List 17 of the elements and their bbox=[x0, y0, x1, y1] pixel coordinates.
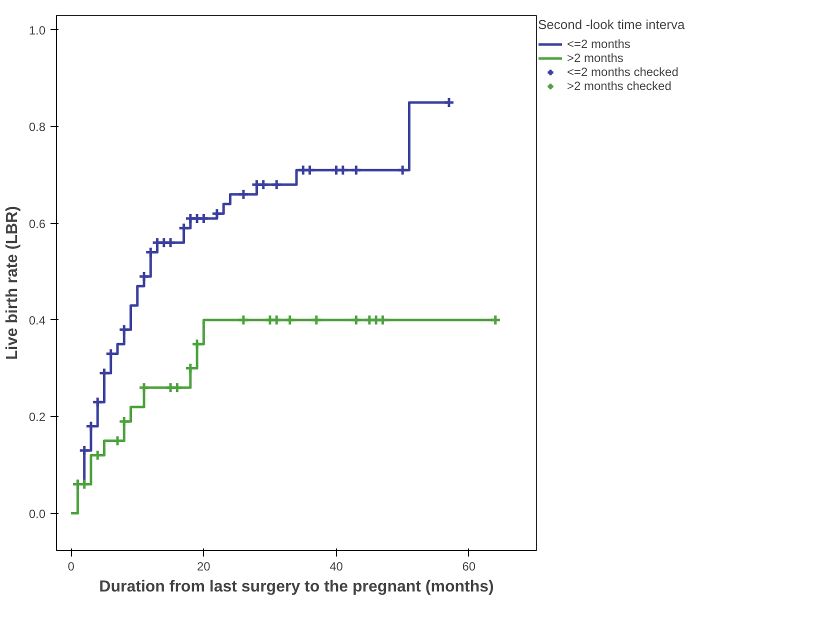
y-axis-title: Live birth rate (LBR) bbox=[4, 206, 21, 360]
y-tick-label: 0.4 bbox=[28, 313, 46, 328]
x-tick-label: 60 bbox=[462, 560, 476, 574]
x-tick-label: 40 bbox=[330, 560, 344, 574]
y-tick-label: 0.8 bbox=[28, 120, 46, 134]
legend-label: >2 months bbox=[567, 51, 624, 65]
legend-label: >2 months checked bbox=[567, 79, 672, 93]
y-tick-label: 0.0 bbox=[28, 506, 46, 521]
legend-title: Second -look time interva bbox=[538, 17, 685, 32]
legend-label: <=2 months bbox=[567, 37, 630, 51]
legend-label: <=2 months checked bbox=[567, 65, 678, 79]
x-tick-label: 20 bbox=[197, 560, 211, 574]
y-tick-label: 1.0 bbox=[28, 24, 46, 38]
y-tick-label: 0.2 bbox=[28, 410, 46, 424]
x-axis-title: Duration from last surgery to the pregnant (months) bbox=[99, 578, 494, 596]
y-tick-label: 0.6 bbox=[28, 216, 46, 231]
x-tick-label: 0 bbox=[68, 560, 75, 574]
